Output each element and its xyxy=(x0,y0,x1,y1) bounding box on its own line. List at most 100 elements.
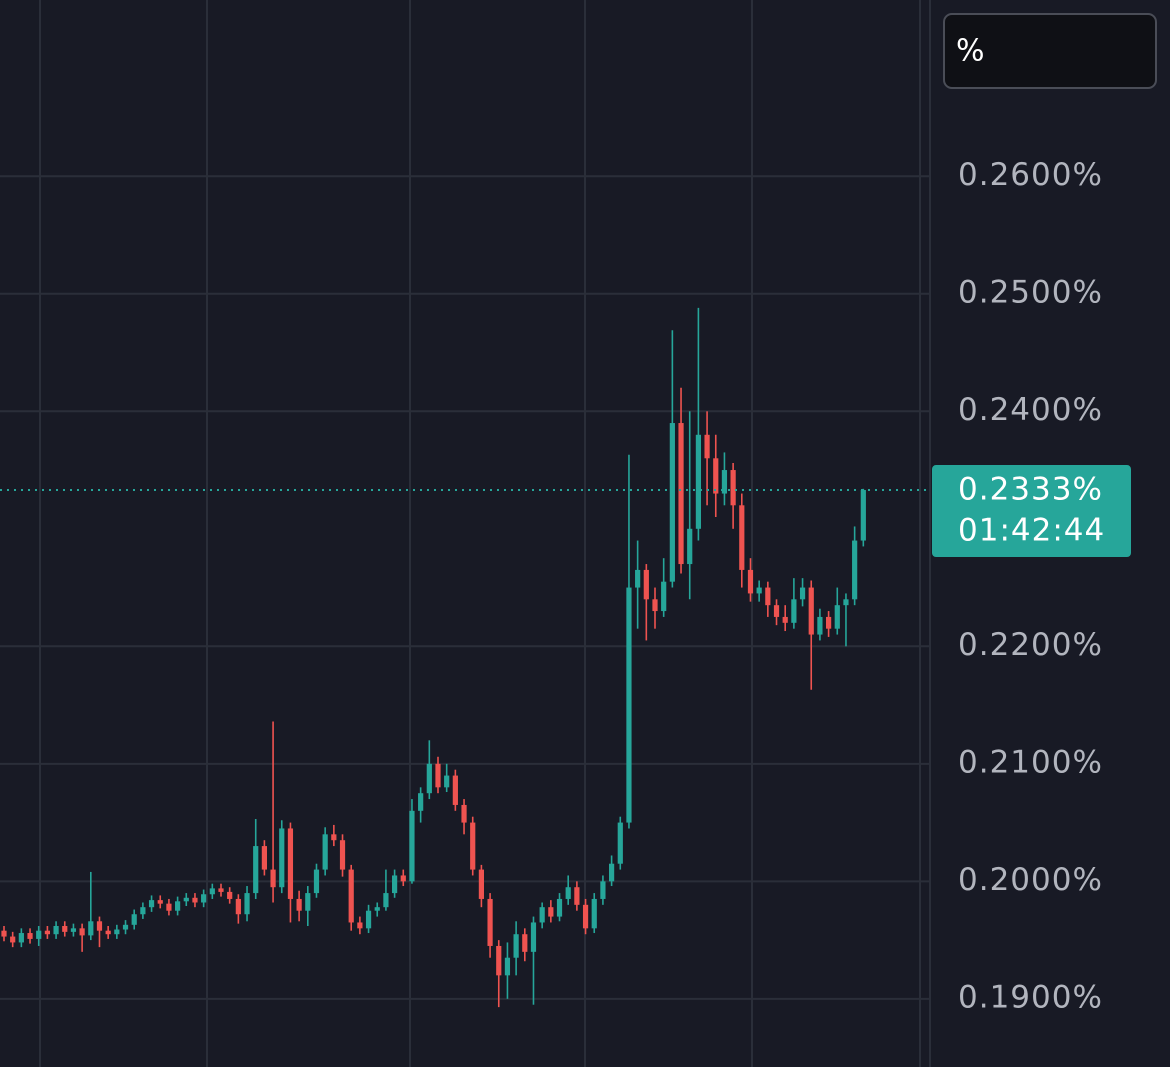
candle-body xyxy=(62,925,68,932)
candle-body xyxy=(218,888,224,892)
candle-body xyxy=(504,957,511,976)
candle-body xyxy=(70,928,77,932)
candle-body xyxy=(721,470,728,494)
candle-body xyxy=(166,903,172,911)
y-tick-label: 0.1900% xyxy=(958,979,1103,1015)
candle-body xyxy=(296,898,302,911)
unit-label[interactable]: % xyxy=(956,34,985,69)
candle-body xyxy=(817,616,823,635)
candle-body xyxy=(496,945,502,976)
candle-body xyxy=(339,840,346,870)
candle-body xyxy=(287,828,294,899)
candle-body xyxy=(18,933,24,943)
candle-body xyxy=(88,921,94,936)
candle-body xyxy=(322,834,328,870)
candle-body xyxy=(808,587,814,635)
candle-body xyxy=(574,887,580,905)
unit-button[interactable]: % xyxy=(943,13,1157,89)
candle-body xyxy=(730,470,736,506)
candle-body xyxy=(739,505,745,570)
candle-body xyxy=(279,828,285,888)
candle-body xyxy=(826,616,832,629)
candle-body xyxy=(331,834,337,841)
candle-body xyxy=(643,569,649,600)
candle-body xyxy=(114,929,120,935)
candle-body xyxy=(235,898,241,915)
candle-body xyxy=(530,922,537,952)
candle-body xyxy=(270,869,276,888)
candle-body xyxy=(374,907,380,911)
last-price-label: 0.2333% xyxy=(958,472,1103,508)
candle-body xyxy=(860,490,866,541)
candle-body xyxy=(470,822,476,870)
candles xyxy=(1,307,866,1008)
candle-body xyxy=(183,897,189,902)
candle-body xyxy=(669,423,675,582)
candle-body xyxy=(513,934,519,958)
candle-body xyxy=(10,936,16,943)
candle-body xyxy=(348,869,354,923)
candle-body xyxy=(96,921,103,931)
candle-body xyxy=(582,904,589,929)
candle-body xyxy=(765,587,771,606)
candle-body xyxy=(227,891,233,899)
candle-body xyxy=(695,434,701,529)
y-axis: 0.2600% 0.2500% 0.2400% 0.2200% 0.2100% 0.200… xyxy=(958,157,1103,1016)
candle-body xyxy=(140,907,146,915)
horizontal-grid xyxy=(0,175,930,1000)
unit-box[interactable] xyxy=(943,13,1157,89)
candle-body xyxy=(157,900,163,904)
candle-body xyxy=(452,775,458,805)
candle-body xyxy=(253,846,259,894)
candle-body xyxy=(591,898,597,929)
candle-body xyxy=(122,924,129,930)
candle-body xyxy=(313,869,320,894)
candle-body xyxy=(392,875,398,894)
candle-body xyxy=(27,933,33,939)
candle-body xyxy=(1,930,7,937)
candle-body xyxy=(36,930,42,939)
candle-body xyxy=(791,599,797,623)
last-price-badge xyxy=(932,465,1131,558)
candle-body xyxy=(799,587,806,600)
candle-body xyxy=(261,846,267,870)
candle-body xyxy=(487,898,493,946)
candle-body xyxy=(556,898,563,917)
candle-body xyxy=(661,581,667,612)
candle-body xyxy=(678,423,684,565)
candle-body xyxy=(843,599,849,606)
candle-body xyxy=(713,458,719,494)
candle-body xyxy=(444,775,450,788)
candle-body xyxy=(704,434,710,459)
candle-body xyxy=(773,605,780,617)
candle-body xyxy=(600,881,606,899)
candle-body xyxy=(105,930,111,935)
candle-body xyxy=(539,907,545,923)
y-tick-label: 0.2400% xyxy=(958,392,1103,428)
countdown-label: 01:42:44 xyxy=(958,513,1105,549)
vertical-grid xyxy=(39,0,921,1067)
y-tick-label: 0.2600% xyxy=(958,157,1103,193)
y-tick-label: 0.2200% xyxy=(958,627,1103,663)
candle-body xyxy=(409,810,415,882)
candle-body xyxy=(192,897,198,903)
candle-body xyxy=(652,599,658,612)
y-tick-label: 0.2000% xyxy=(958,862,1103,898)
candle-body xyxy=(461,804,467,823)
candle-body xyxy=(426,763,432,794)
y-tick-label: 0.2500% xyxy=(958,274,1103,310)
candle-body xyxy=(383,893,389,908)
y-tick-label: 0.2100% xyxy=(958,744,1103,780)
candle-body xyxy=(522,934,528,952)
candle-body xyxy=(756,587,762,594)
candle-body xyxy=(834,605,840,629)
candle-body xyxy=(782,616,788,623)
candle-body xyxy=(400,875,406,882)
candle-body xyxy=(131,914,137,925)
candle-body xyxy=(209,888,215,895)
candle-body xyxy=(626,587,632,823)
candle-body xyxy=(175,901,181,911)
candle-body xyxy=(609,863,615,882)
